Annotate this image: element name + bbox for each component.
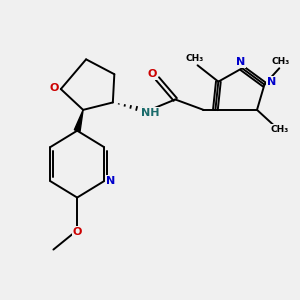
Text: N: N (236, 57, 245, 67)
Polygon shape (74, 110, 83, 131)
Text: O: O (73, 227, 82, 237)
Text: O: O (49, 82, 58, 93)
Text: N: N (267, 76, 277, 87)
Text: O: O (147, 69, 157, 79)
Text: CH₃: CH₃ (185, 54, 204, 63)
Text: N: N (106, 176, 115, 186)
Text: CH₃: CH₃ (272, 57, 290, 66)
Text: NH: NH (141, 108, 159, 118)
Text: CH₃: CH₃ (270, 125, 288, 134)
